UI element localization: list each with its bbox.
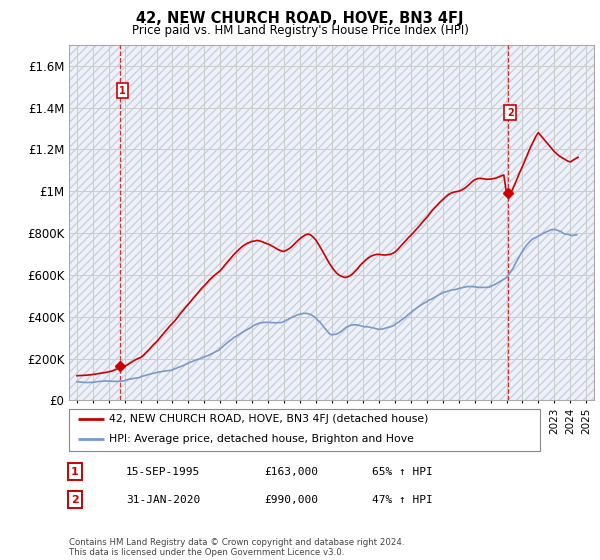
- Text: 31-JAN-2020: 31-JAN-2020: [126, 494, 200, 505]
- Text: 65% ↑ HPI: 65% ↑ HPI: [372, 466, 433, 477]
- Text: 42, NEW CHURCH ROAD, HOVE, BN3 4FJ: 42, NEW CHURCH ROAD, HOVE, BN3 4FJ: [136, 11, 464, 26]
- Text: 47% ↑ HPI: 47% ↑ HPI: [372, 494, 433, 505]
- Text: 2: 2: [507, 108, 514, 118]
- Text: Price paid vs. HM Land Registry's House Price Index (HPI): Price paid vs. HM Land Registry's House …: [131, 24, 469, 36]
- Text: 2: 2: [71, 494, 79, 505]
- Text: 1: 1: [119, 86, 126, 96]
- Text: £990,000: £990,000: [264, 494, 318, 505]
- Text: HPI: Average price, detached house, Brighton and Hove: HPI: Average price, detached house, Brig…: [109, 434, 414, 444]
- Text: 15-SEP-1995: 15-SEP-1995: [126, 466, 200, 477]
- Text: 42, NEW CHURCH ROAD, HOVE, BN3 4FJ (detached house): 42, NEW CHURCH ROAD, HOVE, BN3 4FJ (deta…: [109, 414, 428, 424]
- Text: £163,000: £163,000: [264, 466, 318, 477]
- Text: Contains HM Land Registry data © Crown copyright and database right 2024.
This d: Contains HM Land Registry data © Crown c…: [69, 538, 404, 557]
- Text: 1: 1: [71, 466, 79, 477]
- FancyBboxPatch shape: [69, 409, 540, 451]
